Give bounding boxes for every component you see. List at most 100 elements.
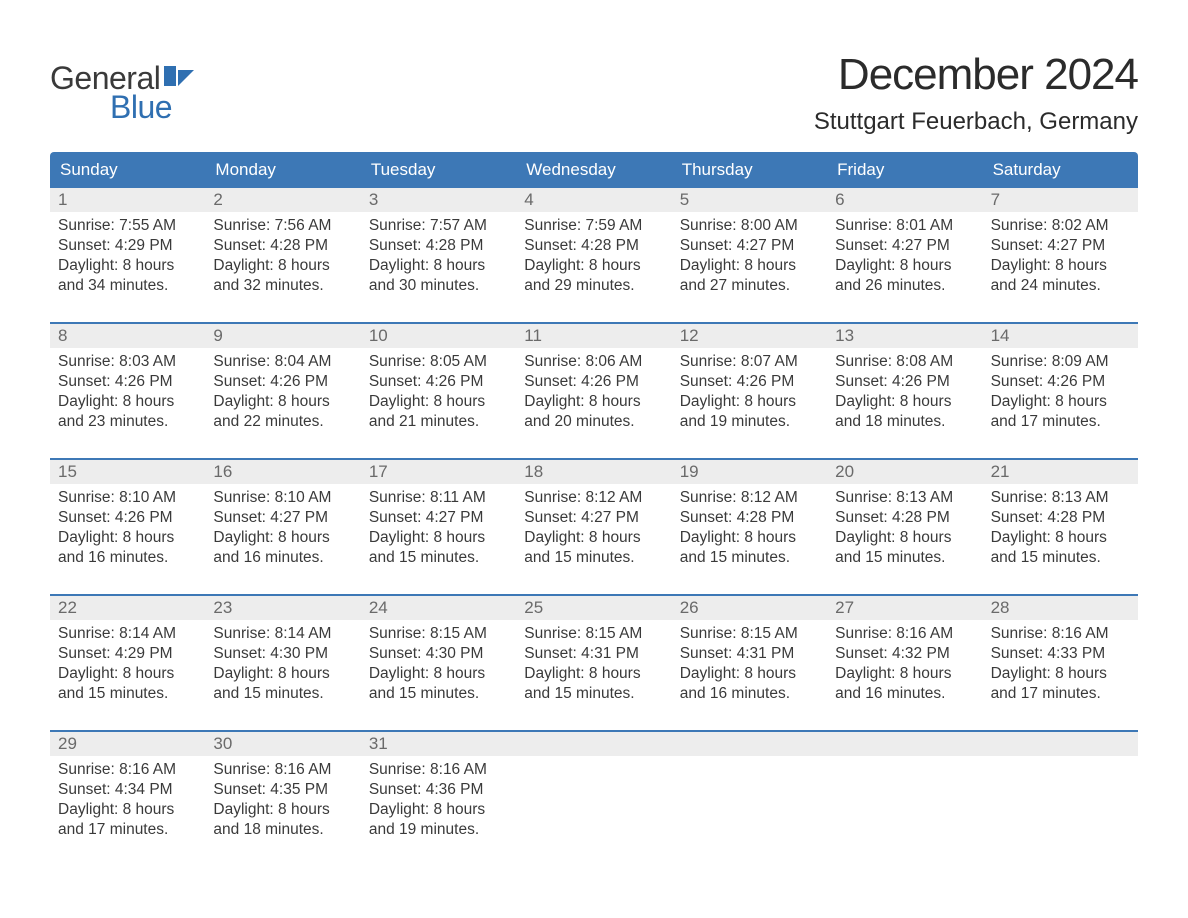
sunrise-text: Sunrise: 8:13 AM (991, 488, 1130, 508)
sunset-text: Sunset: 4:26 PM (58, 372, 197, 392)
day-number: 8 (50, 324, 205, 348)
daylight-text: and 29 minutes. (524, 276, 663, 296)
sunrise-text: Sunrise: 8:15 AM (369, 624, 508, 644)
sunset-text: Sunset: 4:28 PM (213, 236, 352, 256)
dow-friday: Friday (827, 152, 982, 188)
day-content-row: Sunrise: 8:16 AMSunset: 4:34 PMDaylight:… (50, 756, 1138, 852)
sunset-text: Sunset: 4:27 PM (213, 508, 352, 528)
day-cell: Sunrise: 8:15 AMSunset: 4:31 PMDaylight:… (672, 620, 827, 716)
sunset-text: Sunset: 4:27 PM (369, 508, 508, 528)
daylight-text: Daylight: 8 hours (369, 392, 508, 412)
daylight-text: Daylight: 8 hours (369, 664, 508, 684)
calendar-grid: Sunday Monday Tuesday Wednesday Thursday… (50, 152, 1138, 852)
day-number: 26 (672, 596, 827, 620)
day-number (983, 732, 1138, 756)
day-cell: Sunrise: 8:16 AMSunset: 4:36 PMDaylight:… (361, 756, 516, 852)
sunset-text: Sunset: 4:26 PM (835, 372, 974, 392)
day-cell: Sunrise: 8:07 AMSunset: 4:26 PMDaylight:… (672, 348, 827, 444)
day-number: 3 (361, 188, 516, 212)
day-cell: Sunrise: 8:04 AMSunset: 4:26 PMDaylight:… (205, 348, 360, 444)
day-number: 5 (672, 188, 827, 212)
sunrise-text: Sunrise: 8:01 AM (835, 216, 974, 236)
sunset-text: Sunset: 4:26 PM (524, 372, 663, 392)
daylight-text: Daylight: 8 hours (991, 664, 1130, 684)
day-number: 17 (361, 460, 516, 484)
daylight-text: Daylight: 8 hours (213, 528, 352, 548)
day-number: 30 (205, 732, 360, 756)
sunset-text: Sunset: 4:26 PM (369, 372, 508, 392)
sunrise-text: Sunrise: 7:55 AM (58, 216, 197, 236)
day-cell: Sunrise: 8:16 AMSunset: 4:35 PMDaylight:… (205, 756, 360, 852)
day-cell: Sunrise: 8:02 AMSunset: 4:27 PMDaylight:… (983, 212, 1138, 308)
sunset-text: Sunset: 4:30 PM (213, 644, 352, 664)
daylight-text: and 16 minutes. (835, 684, 974, 704)
sunrise-text: Sunrise: 7:59 AM (524, 216, 663, 236)
sunrise-text: Sunrise: 8:05 AM (369, 352, 508, 372)
day-number-row: 22232425262728 (50, 596, 1138, 620)
sunrise-text: Sunrise: 8:09 AM (991, 352, 1130, 372)
daylight-text: Daylight: 8 hours (524, 392, 663, 412)
daylight-text: and 24 minutes. (991, 276, 1130, 296)
daylight-text: Daylight: 8 hours (213, 664, 352, 684)
daylight-text: and 17 minutes. (991, 684, 1130, 704)
sunrise-text: Sunrise: 8:10 AM (58, 488, 197, 508)
daylight-text: Daylight: 8 hours (524, 664, 663, 684)
day-cell: Sunrise: 8:15 AMSunset: 4:30 PMDaylight:… (361, 620, 516, 716)
sunrise-text: Sunrise: 8:07 AM (680, 352, 819, 372)
month-title: December 2024 (814, 50, 1138, 100)
sunrise-text: Sunrise: 8:15 AM (524, 624, 663, 644)
sunset-text: Sunset: 4:28 PM (835, 508, 974, 528)
day-content-row: Sunrise: 8:03 AMSunset: 4:26 PMDaylight:… (50, 348, 1138, 444)
daylight-text: and 16 minutes. (213, 548, 352, 568)
calendar-week: 15161718192021Sunrise: 8:10 AMSunset: 4:… (50, 458, 1138, 580)
day-cell: Sunrise: 8:10 AMSunset: 4:26 PMDaylight:… (50, 484, 205, 580)
day-number: 25 (516, 596, 671, 620)
day-cell: Sunrise: 8:08 AMSunset: 4:26 PMDaylight:… (827, 348, 982, 444)
brand-bottom-text: Blue (110, 89, 172, 126)
daylight-text: Daylight: 8 hours (58, 664, 197, 684)
page-header: General Blue December 2024 Stuttgart Feu… (50, 50, 1138, 136)
sunrise-text: Sunrise: 8:13 AM (835, 488, 974, 508)
day-number: 9 (205, 324, 360, 348)
day-number: 13 (827, 324, 982, 348)
sunset-text: Sunset: 4:29 PM (58, 644, 197, 664)
day-number: 6 (827, 188, 982, 212)
day-cell: Sunrise: 7:59 AMSunset: 4:28 PMDaylight:… (516, 212, 671, 308)
daylight-text: Daylight: 8 hours (58, 256, 197, 276)
daylight-text: Daylight: 8 hours (58, 392, 197, 412)
daylight-text: and 17 minutes. (58, 820, 197, 840)
sunrise-text: Sunrise: 8:16 AM (991, 624, 1130, 644)
day-number: 15 (50, 460, 205, 484)
daylight-text: Daylight: 8 hours (991, 392, 1130, 412)
day-number (672, 732, 827, 756)
brand-logo: General Blue (50, 50, 194, 126)
sunset-text: Sunset: 4:27 PM (991, 236, 1130, 256)
flag-icon (164, 66, 194, 91)
day-number: 27 (827, 596, 982, 620)
sunrise-text: Sunrise: 8:04 AM (213, 352, 352, 372)
sunrise-text: Sunrise: 8:16 AM (213, 760, 352, 780)
day-cell: Sunrise: 7:56 AMSunset: 4:28 PMDaylight:… (205, 212, 360, 308)
day-cell: Sunrise: 8:05 AMSunset: 4:26 PMDaylight:… (361, 348, 516, 444)
sunrise-text: Sunrise: 8:16 AM (58, 760, 197, 780)
day-number-row: 293031 (50, 732, 1138, 756)
daylight-text: and 21 minutes. (369, 412, 508, 432)
sunrise-text: Sunrise: 8:00 AM (680, 216, 819, 236)
daylight-text: Daylight: 8 hours (213, 392, 352, 412)
calendar-week: 293031Sunrise: 8:16 AMSunset: 4:34 PMDay… (50, 730, 1138, 852)
daylight-text: and 18 minutes. (213, 820, 352, 840)
daylight-text: and 17 minutes. (991, 412, 1130, 432)
day-number: 21 (983, 460, 1138, 484)
sunrise-text: Sunrise: 8:12 AM (524, 488, 663, 508)
daylight-text: and 15 minutes. (58, 684, 197, 704)
day-of-week-header: Sunday Monday Tuesday Wednesday Thursday… (50, 152, 1138, 188)
sunrise-text: Sunrise: 8:14 AM (58, 624, 197, 644)
day-number: 19 (672, 460, 827, 484)
sunset-text: Sunset: 4:33 PM (991, 644, 1130, 664)
day-cell: Sunrise: 8:16 AMSunset: 4:33 PMDaylight:… (983, 620, 1138, 716)
sunset-text: Sunset: 4:27 PM (680, 236, 819, 256)
sunset-text: Sunset: 4:31 PM (680, 644, 819, 664)
dow-monday: Monday (205, 152, 360, 188)
day-number: 22 (50, 596, 205, 620)
day-number: 31 (361, 732, 516, 756)
